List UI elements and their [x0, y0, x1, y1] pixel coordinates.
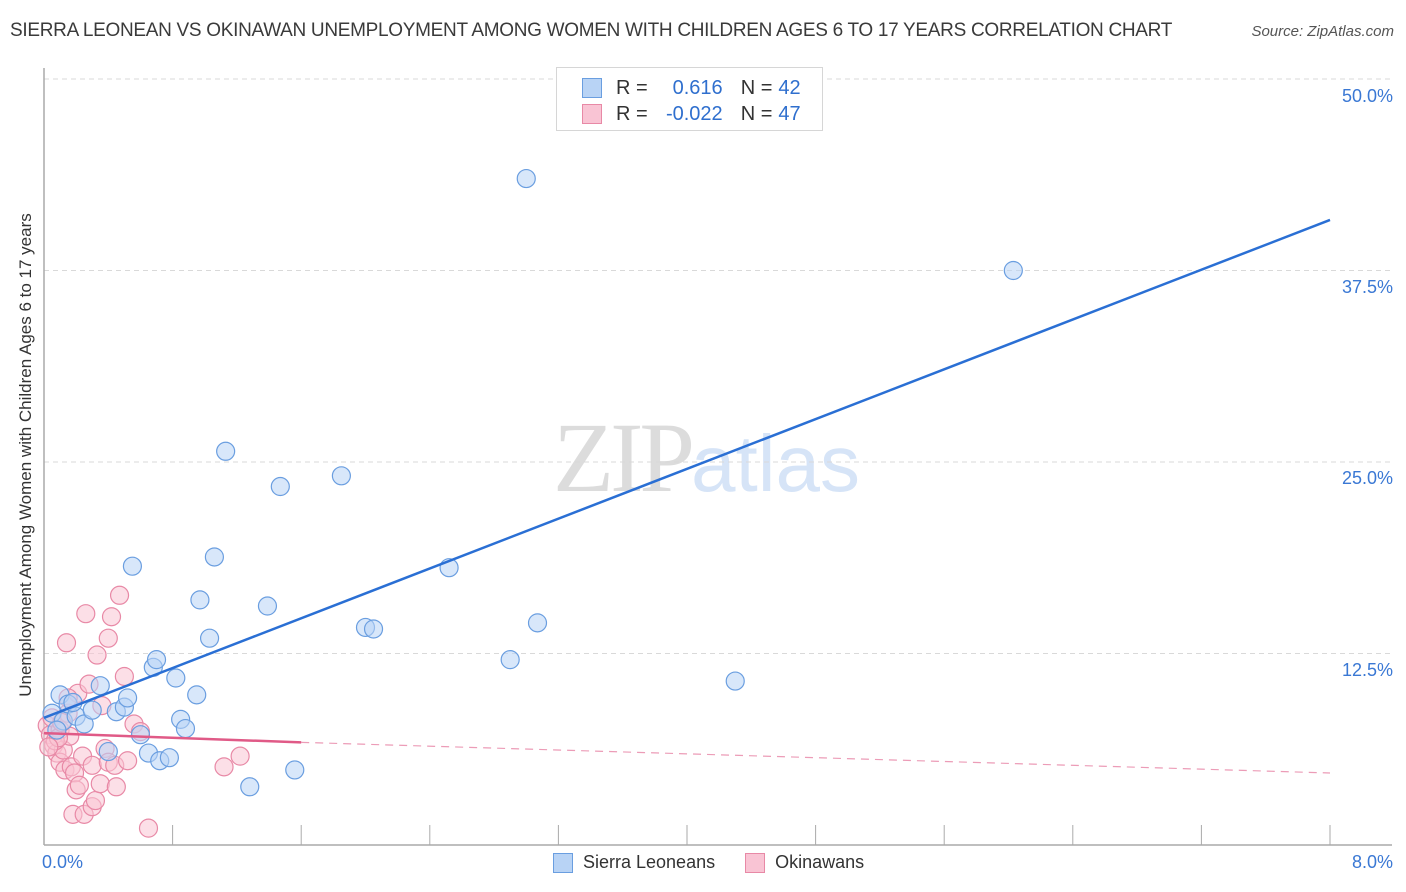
legend-item-okinawans[interactable]: Okinawans	[745, 852, 864, 873]
n-label: N =	[740, 102, 773, 125]
data-point[interactable]	[230, 746, 250, 766]
pink-swatch-icon	[745, 852, 766, 873]
data-point[interactable]	[363, 619, 384, 639]
data-point[interactable]	[76, 604, 96, 624]
x-tick-min: 0.0%	[42, 852, 84, 872]
legend-item-sierra-leoneans[interactable]: Sierra Leoneans	[553, 852, 715, 873]
data-point[interactable]	[204, 547, 224, 567]
x-tick-max: 8.0%	[1351, 852, 1393, 872]
data-point[interactable]	[257, 596, 278, 616]
sierra-leoneans-points	[42, 168, 1023, 797]
data-point[interactable]	[516, 168, 536, 189]
n-label: N =	[740, 76, 773, 99]
y-tick-50: 50.0%	[1341, 86, 1393, 106]
data-point[interactable]	[130, 725, 151, 745]
legend-row-okinawans: R = -0.022 N = 47	[582, 102, 801, 126]
y-tick-12-5: 12.5%	[1341, 660, 1393, 680]
data-point[interactable]	[146, 650, 167, 670]
chart-title: SIERRA LEONEAN VS OKINAWAN UNEMPLOYMENT …	[10, 20, 1173, 41]
legend-label: Sierra Leoneans	[583, 852, 716, 872]
data-point[interactable]	[240, 777, 260, 797]
gridlines	[44, 78, 1392, 654]
data-point[interactable]	[190, 590, 210, 610]
data-point[interactable]	[117, 751, 138, 771]
data-point[interactable]	[56, 633, 77, 653]
data-point[interactable]	[90, 774, 110, 794]
trend-lines	[43, 218, 1331, 774]
y-tick-25: 25.0%	[1341, 468, 1393, 488]
data-point[interactable]	[159, 748, 179, 768]
data-point[interactable]	[117, 688, 138, 708]
data-point[interactable]	[90, 676, 110, 696]
data-point[interactable]	[138, 818, 159, 838]
r-label: R =	[616, 102, 648, 125]
data-point[interactable]	[500, 650, 520, 670]
n-value: 47	[778, 102, 801, 125]
data-point[interactable]	[331, 466, 351, 486]
data-point[interactable]	[527, 613, 548, 633]
data-point[interactable]	[39, 737, 59, 757]
data-point[interactable]	[1003, 260, 1023, 281]
legend-label: Okinawans	[775, 852, 865, 872]
data-point[interactable]	[187, 685, 207, 705]
r-label: R =	[616, 76, 648, 99]
blue-swatch-icon	[553, 852, 573, 873]
okinawans-trend-line	[43, 731, 302, 744]
y-axis-label: Unemployment Among Women with Children A…	[16, 213, 35, 697]
data-point[interactable]	[87, 645, 107, 665]
data-point[interactable]	[69, 775, 89, 795]
data-point[interactable]	[122, 556, 143, 576]
blue-swatch-icon	[582, 78, 602, 98]
data-point[interactable]	[199, 628, 220, 648]
data-point[interactable]	[214, 757, 234, 777]
stats-legend: R = 0.616 N = 42 R = -0.022 N = 47	[556, 67, 823, 131]
y-tick-37-5: 37.5%	[1341, 277, 1393, 297]
data-point[interactable]	[270, 476, 290, 497]
data-point[interactable]	[109, 585, 130, 605]
n-value: 42	[778, 76, 801, 99]
r-value: 0.616	[672, 76, 723, 99]
data-point[interactable]	[216, 441, 236, 461]
data-point[interactable]	[175, 718, 196, 739]
data-point[interactable]	[47, 720, 67, 740]
data-point[interactable]	[114, 666, 134, 687]
sierra-leoneans-trend-line	[43, 218, 1331, 720]
okinawans-trend-extension	[301, 741, 1331, 774]
data-point[interactable]	[106, 777, 126, 797]
data-point[interactable]	[725, 671, 745, 691]
series-legend: Sierra Leoneans Okinawans	[553, 852, 894, 873]
data-point[interactable]	[82, 755, 102, 775]
data-point[interactable]	[166, 668, 186, 688]
r-value: -0.022	[665, 102, 723, 125]
data-point[interactable]	[85, 790, 106, 811]
data-point[interactable]	[98, 628, 118, 648]
source-label: Source: ZipAtlas.com	[1251, 23, 1394, 40]
legend-row-sierra-leoneans: R = 0.616 N = 42	[582, 76, 801, 100]
data-point[interactable]	[101, 607, 122, 627]
data-point[interactable]	[285, 760, 305, 780]
data-point[interactable]	[82, 700, 102, 720]
pink-swatch-icon	[582, 104, 602, 124]
data-point[interactable]	[98, 741, 118, 762]
